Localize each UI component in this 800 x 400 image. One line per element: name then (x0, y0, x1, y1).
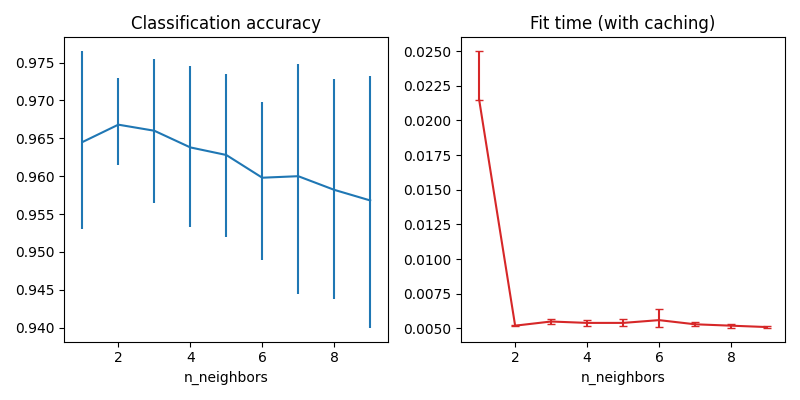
Title: Fit time (with caching): Fit time (with caching) (530, 15, 716, 33)
X-axis label: n_neighbors: n_neighbors (184, 371, 269, 385)
Title: Classification accuracy: Classification accuracy (131, 15, 322, 33)
X-axis label: n_neighbors: n_neighbors (581, 371, 666, 385)
